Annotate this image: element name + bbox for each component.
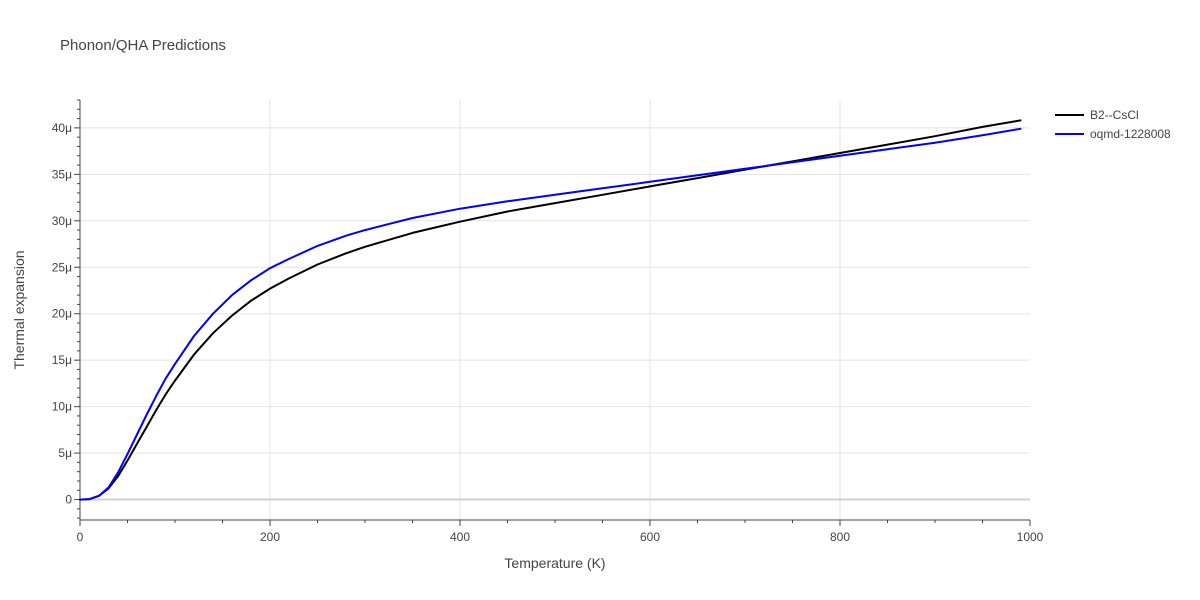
y-tick-label: 30μ — [52, 214, 72, 228]
series-line-B2--CsCl[interactable] — [79, 119, 1022, 501]
y-axis-title: Thermal expansion — [11, 250, 27, 369]
x-tick-label: 400 — [450, 530, 470, 544]
x-tick-label: 200 — [260, 530, 280, 544]
legend[interactable]: B2--CsCl oqmd-1228008 — [1055, 108, 1171, 141]
y-tick-label: 15μ — [52, 353, 72, 367]
y-tick-label: 40μ — [52, 121, 72, 135]
y-tick-label: 25μ — [52, 260, 72, 274]
x-tick-label: 1000 — [1017, 530, 1044, 544]
y-tick-label: 5μ — [58, 446, 72, 460]
x-tick-label: 0 — [77, 530, 84, 544]
y-tick-label: 0 — [65, 493, 72, 507]
y-tick-label: 10μ — [52, 400, 72, 414]
x-axis-title: Temperature (K) — [504, 555, 605, 571]
y-tick-label: 35μ — [52, 167, 72, 181]
legend-label: B2--CsCl — [1090, 108, 1139, 122]
plot-area[interactable] — [79, 119, 1022, 501]
axes: 0 200 400 600 800 1000 0 5μ 10μ 15μ 20μ 25μ 30μ 35μ 40… — [52, 99, 1044, 544]
x-tick-label: 800 — [830, 530, 850, 544]
legend-item[interactable]: oqmd-1228008 — [1055, 127, 1171, 141]
legend-label: oqmd-1228008 — [1090, 127, 1171, 141]
series-line-oqmd-1228008[interactable] — [79, 127, 1022, 501]
gridlines — [80, 100, 1030, 520]
x-tick-label: 600 — [640, 530, 660, 544]
chart-title: Phonon/QHA Predictions — [60, 37, 226, 54]
y-tick-label: 20μ — [52, 307, 72, 321]
legend-item[interactable]: B2--CsCl — [1055, 108, 1139, 122]
